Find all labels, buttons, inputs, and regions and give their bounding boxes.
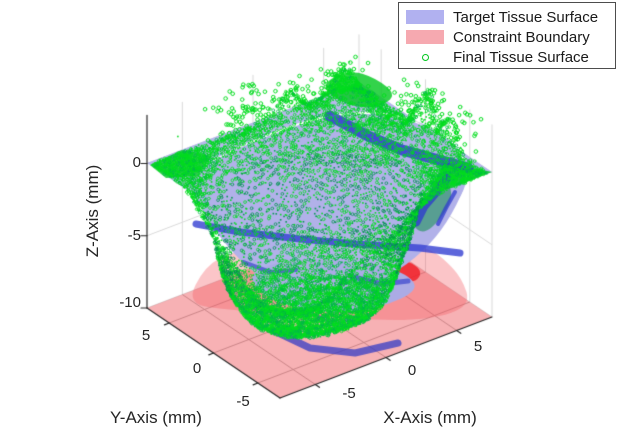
y-tick-0: 0 (192, 360, 202, 377)
legend-label: Constraint Boundary (453, 28, 590, 46)
legend-item-constraint-boundary[interactable]: Constraint Boundary (406, 27, 615, 47)
scatter-circle-icon (421, 53, 429, 61)
x-axis-label: X-Axis (mm) (383, 408, 477, 427)
z-tick--10: -10 (119, 294, 141, 311)
y-tick--5: -5 (236, 393, 250, 410)
legend-item-final-surface[interactable]: Final Tissue Surface (406, 47, 615, 67)
y-axis-label: Y-Axis (mm) (110, 408, 202, 427)
final-surface-marker-box (406, 50, 444, 64)
x-tick-5: 5 (473, 338, 483, 355)
y-tick-5: 5 (141, 327, 151, 344)
constraint-boundary-swatch (406, 30, 444, 44)
legend-label: Final Tissue Surface (453, 48, 589, 66)
legend-label: Target Tissue Surface (453, 8, 599, 26)
legend[interactable]: Target Tissue Surface Constraint Boundar… (398, 2, 616, 69)
x-tick-0: 0 (407, 362, 417, 379)
target-surface-swatch (406, 10, 444, 24)
legend-item-target-surface[interactable]: Target Tissue Surface (406, 7, 615, 27)
z-tick-0: 0 (132, 154, 141, 171)
x-tick--5: -5 (342, 385, 356, 402)
z-tick--5: -5 (127, 227, 141, 244)
z-axis-label: Z-Axis (mm) (83, 164, 102, 258)
